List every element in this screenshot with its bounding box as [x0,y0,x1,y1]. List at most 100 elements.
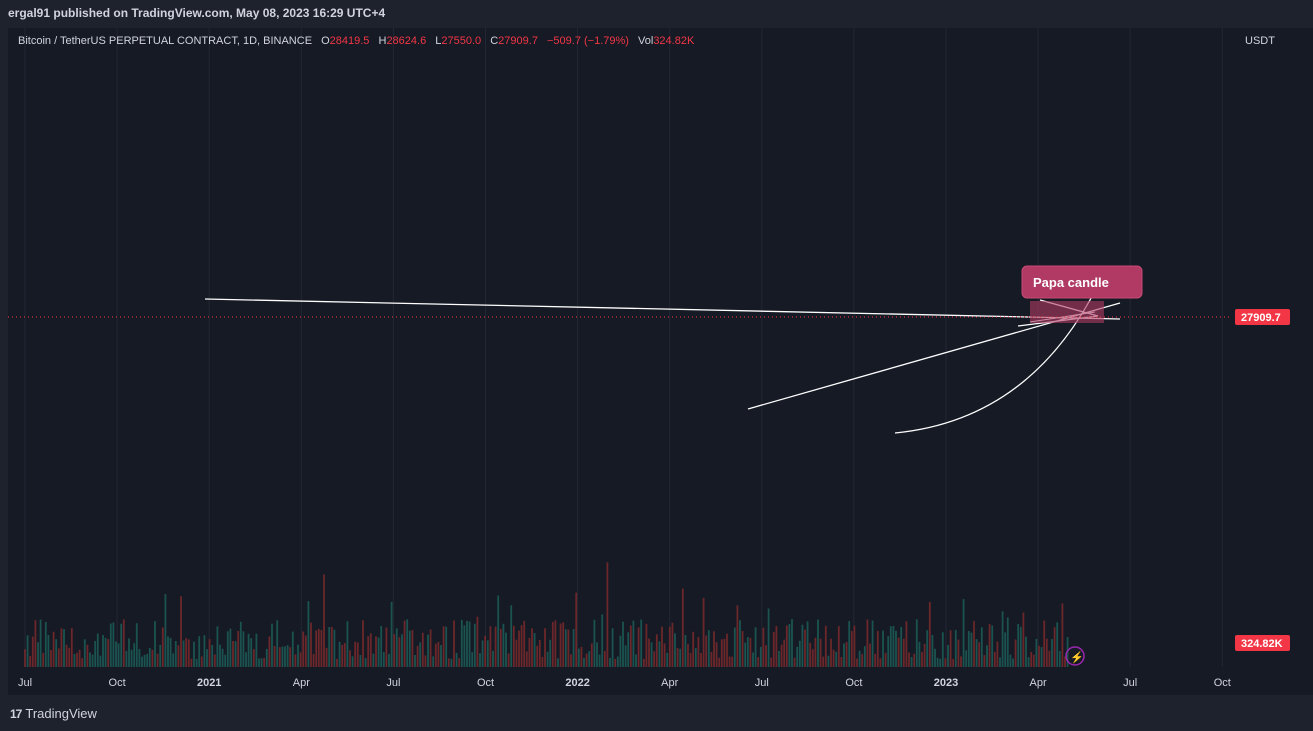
close-value: 27909.7 [498,35,538,47]
volume-bar [650,642,653,667]
x-tick-label: Apr [1030,677,1047,689]
volume-bar [988,623,991,667]
volume-bar [713,631,715,667]
volume-bar [286,645,289,667]
volume-bar [577,648,580,667]
volume-bar [619,635,622,667]
volume-bar [575,592,578,667]
x-tick-label: Jul [1123,677,1137,689]
volume-bar [835,651,838,667]
volume-bar [580,646,583,667]
volume-bar [328,627,331,667]
chart-pane[interactable] [8,28,1231,695]
volume-bar [863,646,866,667]
volume-bar [148,647,151,667]
volume-bar [356,642,359,667]
price-axis[interactable] [1231,28,1313,695]
volume-bar [908,652,910,667]
volume-bar [603,650,606,667]
last-volume-badge [1235,635,1290,651]
volume-bar [913,653,916,667]
volume-bar [510,605,513,667]
volume-bar [107,639,110,667]
volume-bar [330,626,333,667]
volume-bar [466,620,468,667]
volume-bar [65,644,68,667]
volume-bar [676,647,679,667]
volume-bar [986,645,988,667]
volume-bar [871,620,874,667]
volume-bar [39,619,42,667]
brand-name: TradingView [25,706,97,721]
volume-bar [827,655,830,667]
volume-bar [473,623,476,667]
volume-bar [200,656,203,667]
volume-bar [739,620,741,667]
volume-bar [367,636,370,667]
volume-bar [50,650,52,667]
volume-bar [31,636,34,667]
volume-bar [975,639,978,667]
volume-bar [1022,612,1025,667]
volume-bar [96,633,99,667]
volume-bar [252,649,255,667]
volume-bar [791,619,793,667]
volume-bar [502,623,505,667]
volume-bar [393,634,396,667]
volume-bar [299,652,302,667]
volume-bar [494,626,497,667]
volume-bar [697,637,700,667]
volume-bar [518,630,520,667]
volume-bar [117,643,120,667]
volume-bar [408,630,411,667]
symbol-legend: Bitcoin / TetherUS PERPETUAL CONTRACT, 1… [18,35,694,47]
volume-bar [47,634,50,667]
footer[interactable]: 17 TradingView [10,706,97,721]
volume-bar [343,643,346,667]
volume-bar [276,620,279,667]
volume-bar [388,654,390,667]
volume-bar [338,641,341,667]
volume-bar [1061,603,1064,667]
volume-bar [70,628,73,667]
volume-bar [271,623,273,667]
x-tick-label: Apr [293,677,310,689]
volume-bar [291,631,294,667]
volume-bar [434,643,437,667]
volume-bar [778,650,780,667]
volume-bar [297,644,299,667]
volume-bar [419,642,422,667]
volume-bar [1014,639,1017,667]
volume-bar [239,621,242,667]
x-axis: Jul Oct 2021 Apr Jul Oct 2022 Apr Jul Oct 2023 Apr J… [18,677,1231,689]
volume-bar [94,640,97,667]
volume-bar [554,620,557,667]
volume-bar [226,631,229,667]
volume-bar [122,619,125,667]
volume-bar [562,622,565,667]
volume-bar [1030,651,1033,667]
volume-bar [824,625,827,667]
volume-bar [1045,638,1048,667]
volume-bar [185,638,188,667]
volume-bar [424,655,427,667]
symbol-name: Bitcoin / TetherUS PERPETUAL CONTRACT, 1… [18,35,313,47]
volume-bar [489,626,492,667]
volume-bar [687,644,689,667]
volume-bar [551,621,554,667]
volume-bar [416,645,419,667]
volume-bar [671,622,674,667]
volume-bar [572,629,575,667]
volume-bar [801,624,804,667]
volume-bar [900,626,903,667]
volume-bar [234,641,237,667]
volume-bar [902,638,905,667]
volume-bar [627,632,630,667]
volume-bar [237,630,240,667]
volume-bar [229,628,232,667]
volume-bar [455,652,458,667]
volume-bar [980,627,983,667]
volume-bar [109,623,112,667]
open-label: O [321,35,330,47]
